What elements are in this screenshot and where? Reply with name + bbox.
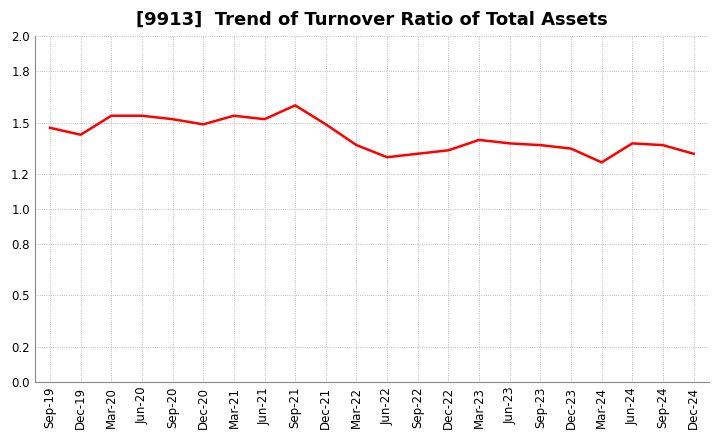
Title: [9913]  Trend of Turnover Ratio of Total Assets: [9913] Trend of Turnover Ratio of Total … [136,11,608,29]
